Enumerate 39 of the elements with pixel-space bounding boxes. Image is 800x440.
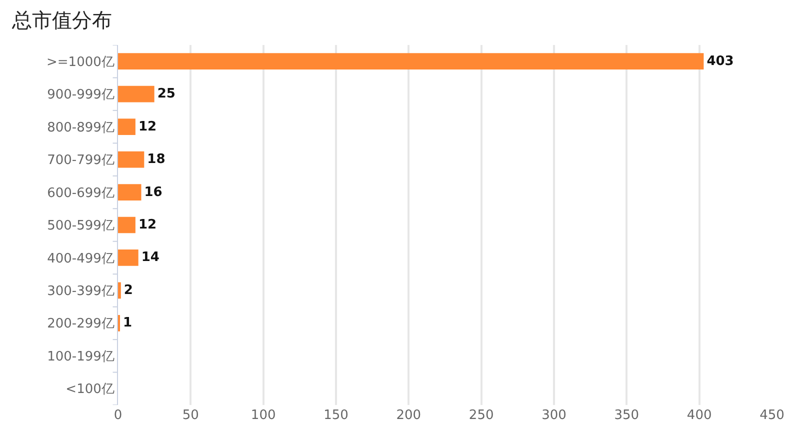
- bar: [118, 216, 136, 234]
- data-label: 16: [144, 184, 162, 200]
- x-tick-label: 100: [250, 408, 276, 423]
- x-tick-label: 0: [114, 408, 122, 423]
- data-label: 18: [147, 152, 166, 168]
- bar: [118, 53, 704, 70]
- data-label: 2: [124, 282, 133, 298]
- y-tick-label: 700-799亿: [47, 153, 114, 168]
- data-label: 1: [123, 316, 132, 331]
- y-tick-label: 400-499亿: [47, 251, 114, 266]
- bar: [118, 118, 136, 135]
- data-label: 403: [706, 54, 734, 69]
- x-tick-label: 50: [182, 408, 199, 423]
- bar: [118, 86, 154, 102]
- bar: [118, 282, 121, 299]
- data-label: 14: [141, 250, 160, 266]
- x-tick-label: 300: [542, 408, 566, 423]
- y-tick-label: 200-299亿: [47, 316, 114, 332]
- y-tick-label: 900-999亿: [47, 88, 114, 103]
- y-tick-label: >=1000亿: [46, 54, 114, 70]
- bar: [118, 151, 144, 168]
- y-tick-label: 800-899亿: [47, 120, 114, 136]
- x-tick-label: 200: [396, 408, 422, 423]
- y-tick-label: <100亿: [66, 382, 114, 398]
- x-tick-label: 250: [468, 408, 494, 423]
- x-tick-label: 450: [760, 408, 784, 423]
- data-label: 25: [157, 86, 176, 102]
- y-tick-label: 500-599亿: [47, 218, 114, 234]
- bar: [118, 250, 138, 266]
- x-tick-label: 350: [614, 408, 640, 423]
- y-tick-label: 600-699亿: [47, 186, 114, 201]
- data-label: 12: [138, 119, 157, 134]
- x-tick-label: 400: [686, 408, 712, 423]
- x-tick-label: 150: [324, 408, 348, 423]
- y-tick-label: 300-399亿: [47, 284, 114, 299]
- y-tick-label: 100-199亿: [47, 349, 114, 364]
- bar: [118, 184, 142, 200]
- chart-title: 总市值分布: [11, 8, 112, 32]
- data-label: 12: [138, 218, 157, 232]
